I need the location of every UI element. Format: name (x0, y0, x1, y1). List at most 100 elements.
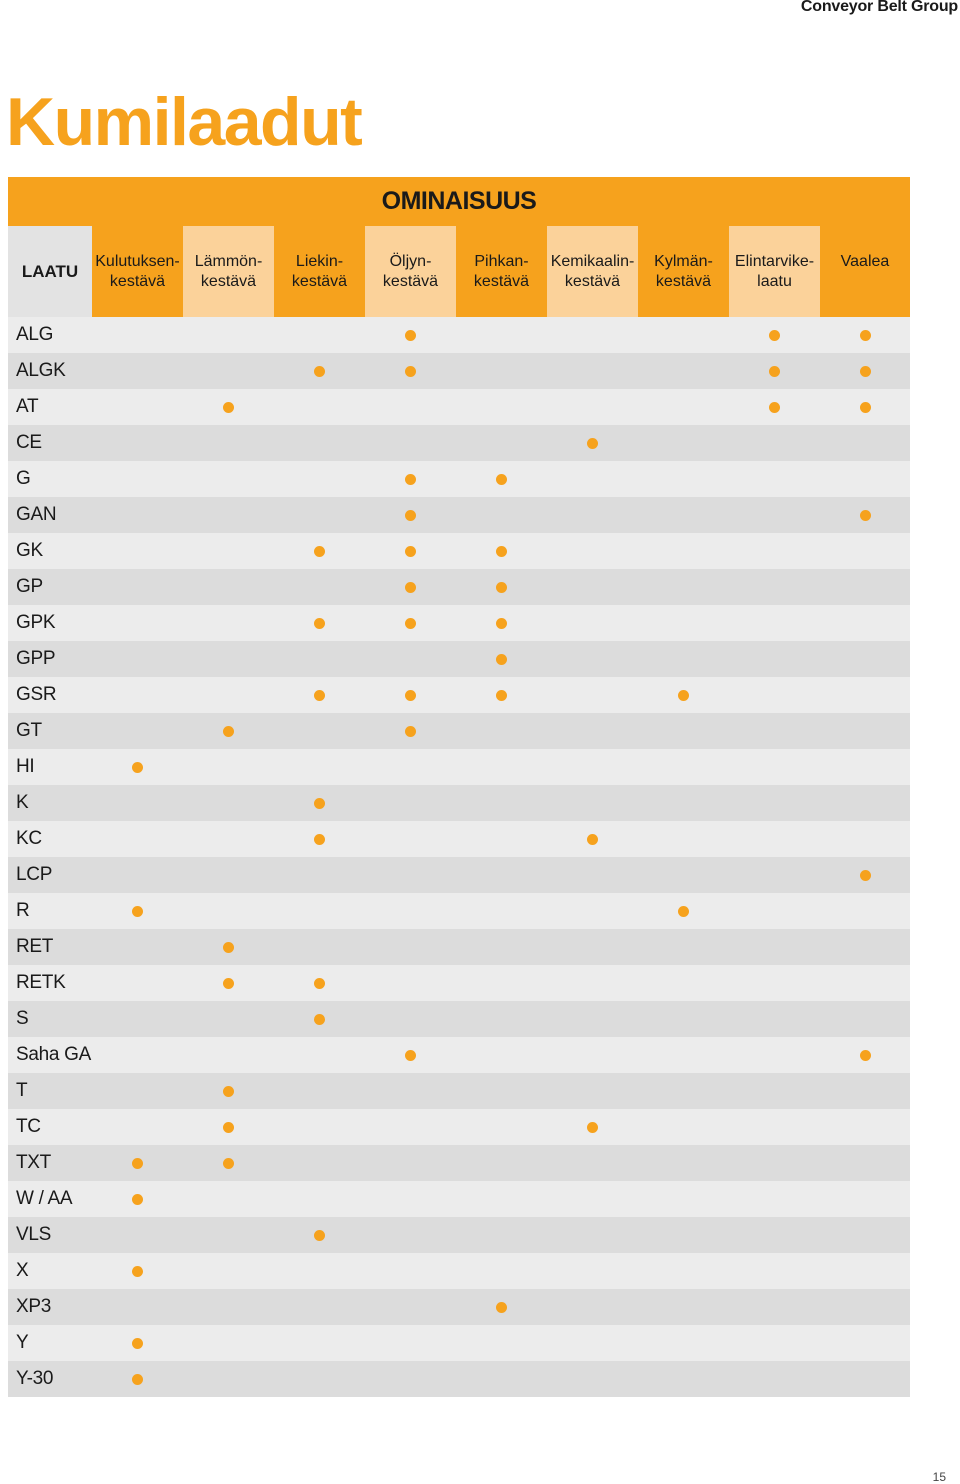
property-cell (638, 1001, 729, 1037)
quality-name: AT (8, 389, 92, 425)
quality-name: X (8, 1253, 92, 1289)
property-cell (92, 677, 183, 713)
property-cell (183, 785, 274, 821)
bullet-dot-icon (587, 437, 598, 449)
property-cell (820, 749, 910, 785)
bullet-dot-icon (405, 365, 416, 377)
column-header-line2: kestävä (473, 273, 530, 290)
column-header-line2: laatu (757, 273, 792, 290)
property-cell (92, 1289, 183, 1325)
bullet-dot-icon (314, 545, 325, 557)
column-header-line1: Kulutuksen- (95, 253, 180, 270)
property-cell (274, 1217, 365, 1253)
table-row: KC (8, 821, 910, 857)
property-cell (456, 569, 547, 605)
bullet-dot-icon (223, 1085, 234, 1097)
property-cell (547, 785, 638, 821)
property-cell (820, 1181, 910, 1217)
property-cell (183, 1217, 274, 1253)
property-cell (456, 1217, 547, 1253)
property-cell (92, 857, 183, 893)
property-cell (638, 1325, 729, 1361)
property-cell (820, 569, 910, 605)
property-cell (729, 1253, 820, 1289)
property-cell (547, 1145, 638, 1181)
property-cell (638, 533, 729, 569)
property-cell (92, 821, 183, 857)
property-cell (638, 641, 729, 677)
property-cell (638, 677, 729, 713)
property-cell (729, 1109, 820, 1145)
table-row: GPP (8, 641, 910, 677)
property-cell (92, 1217, 183, 1253)
property-cell (183, 641, 274, 677)
property-cell (183, 713, 274, 749)
property-cell (365, 1361, 456, 1397)
property-cell (274, 713, 365, 749)
quality-name: W / AA (8, 1181, 92, 1217)
property-cell (274, 317, 365, 353)
property-cell (729, 317, 820, 353)
bullet-dot-icon (769, 329, 780, 341)
quality-name: KC (8, 821, 92, 857)
property-cell (92, 569, 183, 605)
property-cell (547, 857, 638, 893)
property-cell (274, 677, 365, 713)
property-cell (547, 1253, 638, 1289)
property-column-header: Kemikaalin-kestävä (547, 226, 638, 317)
property-cell (729, 425, 820, 461)
property-cell (183, 1037, 274, 1073)
property-cell (456, 785, 547, 821)
property-cell (820, 353, 910, 389)
property-cell (729, 1325, 820, 1361)
property-cell (729, 821, 820, 857)
property-cell (274, 821, 365, 857)
property-cell (456, 749, 547, 785)
table-row: HI (8, 749, 910, 785)
property-cell (274, 533, 365, 569)
table-row: LCP (8, 857, 910, 893)
property-cell (365, 785, 456, 821)
property-cell (456, 1001, 547, 1037)
property-cell (274, 1361, 365, 1397)
property-cell (274, 389, 365, 425)
column-header-line1: Elintarvike- (734, 253, 815, 270)
property-cell (365, 1181, 456, 1217)
table-row: GK (8, 533, 910, 569)
page-title: Kumilaadut (6, 84, 363, 160)
property-cell (547, 1073, 638, 1109)
property-cell (274, 1145, 365, 1181)
table-row: R (8, 893, 910, 929)
bullet-dot-icon (496, 473, 507, 485)
property-cell (456, 1145, 547, 1181)
table-row: K (8, 785, 910, 821)
table-row: XP3 (8, 1289, 910, 1325)
property-cell (365, 857, 456, 893)
column-header-line2: kestävä (291, 273, 348, 290)
property-cell (456, 1253, 547, 1289)
property-cell (92, 497, 183, 533)
property-cell (638, 461, 729, 497)
property-cell (638, 821, 729, 857)
property-cell (820, 1253, 910, 1289)
property-cell (274, 641, 365, 677)
property-cell (638, 497, 729, 533)
table-row: RETK (8, 965, 910, 1001)
property-cell (638, 1289, 729, 1325)
bullet-dot-icon (859, 509, 871, 521)
property-cell (820, 1073, 910, 1109)
property-cell (183, 425, 274, 461)
column-header-line2: kestävä (564, 273, 621, 290)
property-cell (92, 425, 183, 461)
table-row: GP (8, 569, 910, 605)
property-cell (92, 389, 183, 425)
property-cell (729, 497, 820, 533)
property-cell (638, 1361, 729, 1397)
column-header-line1: Lämmön- (194, 253, 263, 270)
property-cell (92, 353, 183, 389)
bullet-dot-icon (405, 473, 416, 485)
property-cell (547, 713, 638, 749)
property-cell (274, 569, 365, 605)
property-column-header: Liekin-kestävä (274, 226, 365, 317)
property-cell (365, 821, 456, 857)
